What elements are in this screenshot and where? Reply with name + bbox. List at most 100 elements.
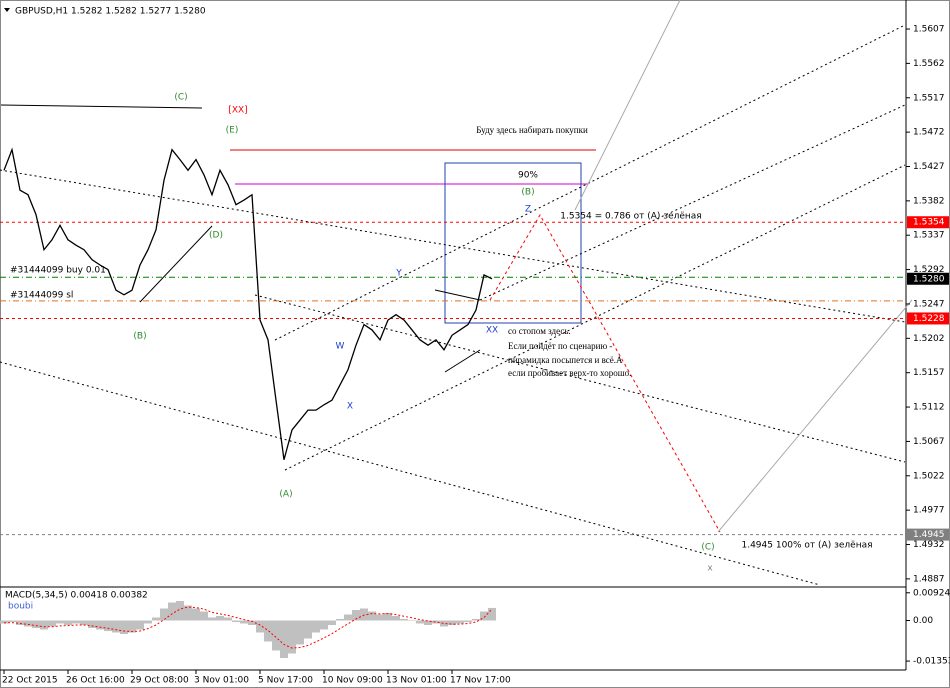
annotation: (B) [133,332,146,342]
y-tick-label: 1.5202 [913,334,945,344]
histogram-bar [440,620,448,627]
histogram-bar [280,620,288,658]
histogram-bar [464,620,472,622]
histogram-bar [160,608,168,621]
annotation: [XX] [228,106,247,116]
y-tick-label: 1.5022 [913,471,945,481]
annotation: #31444099 sl [10,291,73,301]
histogram-bar [32,620,40,628]
y-tick-label: 0.00924 [913,588,950,598]
menu-arrow [4,8,10,12]
histogram-bar [264,620,272,642]
x-tick-label: 10 Nov 09:00 [322,676,383,686]
scenario-path [489,214,721,533]
annotation: со стопом здесь. [508,326,571,336]
histogram-bar [40,620,48,630]
level-label-box [907,216,949,229]
level-label: 1.5228 [913,314,945,324]
x-tick-label: 26 Oct 16:00 [66,676,125,686]
histogram-bar [472,619,480,621]
histogram-bar [80,620,88,625]
histogram-bar [224,617,232,621]
histogram-bar [200,611,208,621]
histogram-bar [144,620,152,624]
annotation: XX [486,326,498,336]
level-label: 1.4945 [913,530,945,540]
histogram-bar [312,620,320,633]
histogram-bar [328,620,336,625]
histogram-bar [272,620,280,651]
projection-line [574,0,681,211]
annotation: (B) [521,188,534,198]
y-tick-label: 1.4932 [913,540,945,550]
projection-line [717,299,913,533]
y-tick-label: 1.5517 [913,93,945,103]
level-label-box [907,312,949,325]
annotation: (C) [174,93,187,103]
histogram-bar [152,617,160,621]
y-tick-label: 1.5607 [913,25,945,35]
histogram-bar [288,620,296,654]
chart-title: GBPUSD,H1 1.5282 1.5282 1.5277 1.5280 [15,7,206,17]
histogram-bar [232,620,240,622]
histogram-bar [256,620,264,633]
histogram-bar [184,605,192,621]
histogram-bar [432,620,440,624]
signal-line [3,606,493,649]
annotation: если пробивает верх-то хорошо. [508,368,631,378]
histogram-bar [456,620,464,624]
channel-line [254,294,906,463]
annotation: #31444099 buy 0.01 [10,266,106,276]
level-label-box [907,528,949,541]
histogram-bar [168,602,176,621]
histogram-bar [360,608,368,621]
histogram-bar [416,620,424,624]
price-line [3,147,493,460]
trendline [0,104,203,109]
histogram-bar [392,616,400,621]
histogram-bar [112,620,120,633]
y-tick-label: 1.5292 [913,265,945,275]
annotation: (A) [279,490,292,500]
histogram-bar [48,620,56,627]
histogram-bar [56,620,64,624]
histogram-bar [240,620,248,624]
histogram-bar [376,614,384,621]
histogram-bar [296,620,304,645]
histogram-bar [488,607,496,621]
trendline [139,225,213,303]
annotation: 1.4945 100% от (A) зелёная [741,541,872,551]
histogram-bar [176,601,184,621]
histogram-bar [72,620,80,624]
annotation: (C) [701,543,714,553]
histogram-bar [16,620,24,625]
y-tick-label: 1.4887 [913,574,945,584]
histogram-bar [424,620,432,625]
histogram-bar [120,620,128,634]
histogram-bar [448,620,456,625]
histogram-bar [384,613,392,621]
y-tick-label: 1.5472 [913,128,945,138]
y-tick-label: 1.5427 [913,162,945,172]
annotation: Z [525,205,531,215]
histogram-bar [64,620,72,625]
y-tick-label: 1.5067 [913,437,945,447]
histogram-bar [400,619,408,621]
annotation: Y [395,269,402,279]
drawings [0,0,913,586]
histogram-bar [352,610,360,621]
histogram-bar [104,620,112,631]
y-tick-label: 1.5562 [913,59,945,69]
histogram-bar [336,619,344,621]
indicator-subtitle: boubi [8,602,33,612]
histogram-bar [368,611,376,621]
y-tick-label: 1.5382 [913,196,945,206]
annotation: 90% [518,171,538,181]
annotation: (D) [209,231,223,241]
y-tick-label: 1.5112 [913,403,945,413]
y-tick-label: -0.01353 [913,657,950,667]
last-price-label: 1.5280 [913,274,945,284]
annotation: X [347,402,353,412]
